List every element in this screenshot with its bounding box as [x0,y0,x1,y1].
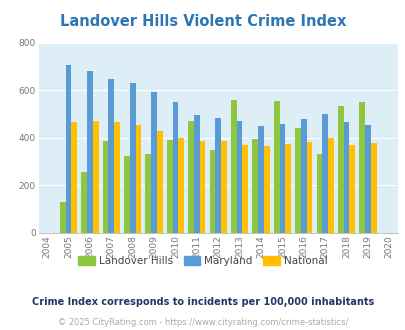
Bar [209,149,215,233]
Bar [221,141,226,233]
Bar [294,128,300,233]
Bar [199,141,205,233]
Bar [172,102,178,233]
Bar [157,131,162,233]
Bar [135,125,141,233]
Legend: Landover Hills, Maryland, National: Landover Hills, Maryland, National [74,252,331,270]
Bar [194,115,199,233]
Bar [358,102,364,233]
Bar [349,145,354,233]
Bar [316,154,322,233]
Bar [242,145,248,233]
Text: © 2025 CityRating.com - https://www.cityrating.com/crime-statistics/: © 2025 CityRating.com - https://www.city… [58,318,347,327]
Bar [145,154,151,233]
Bar [130,83,135,233]
Text: Landover Hills Violent Crime Index: Landover Hills Violent Crime Index [60,14,345,29]
Bar [364,125,370,233]
Bar [258,126,263,233]
Bar [252,139,258,233]
Bar [263,146,269,233]
Bar [66,65,71,233]
Bar [71,122,77,233]
Bar [81,172,87,233]
Bar [87,71,93,233]
Bar [279,123,285,233]
Bar [114,122,119,233]
Bar [306,142,312,233]
Bar [230,100,236,233]
Text: Crime Index corresponds to incidents per 100,000 inhabitants: Crime Index corresponds to incidents per… [32,297,373,307]
Bar [215,117,221,233]
Bar [370,143,376,233]
Bar [327,139,333,233]
Bar [151,91,157,233]
Bar [108,79,114,233]
Bar [178,138,183,233]
Bar [60,202,66,233]
Bar [273,101,279,233]
Bar [102,141,108,233]
Bar [285,144,290,233]
Bar [188,121,194,233]
Bar [236,121,242,233]
Bar [322,114,327,233]
Bar [337,106,343,233]
Bar [343,122,349,233]
Bar [124,155,130,233]
Bar [300,119,306,233]
Bar [93,121,98,233]
Bar [166,140,172,233]
